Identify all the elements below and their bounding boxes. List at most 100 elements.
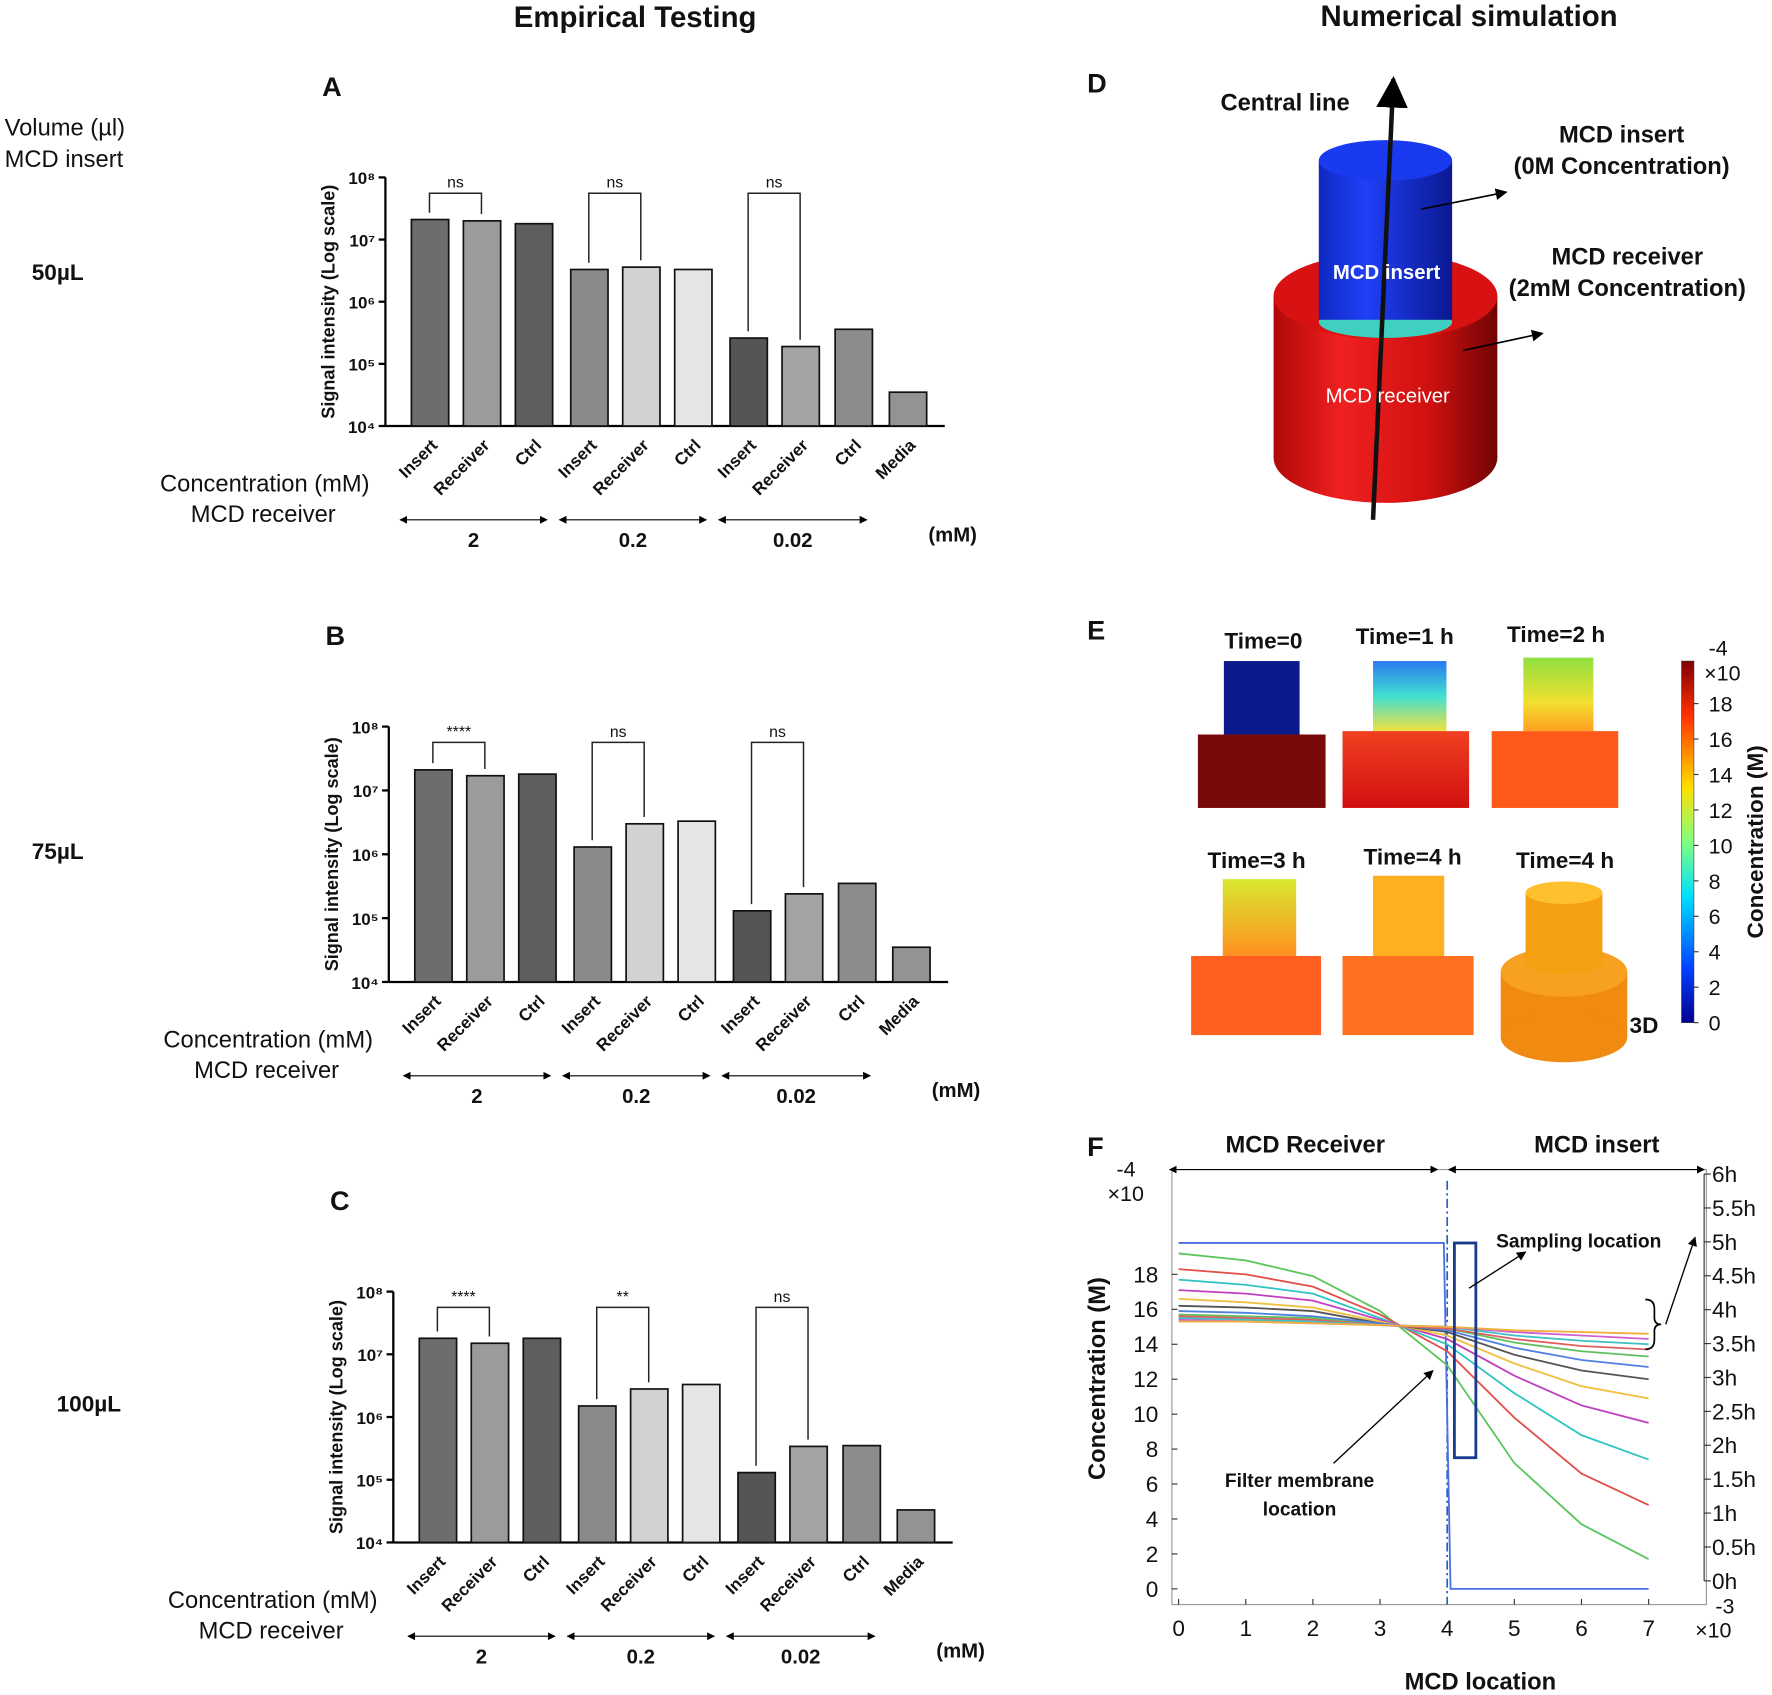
- sim-receiver: [1342, 955, 1474, 1036]
- significance-bracket: [588, 192, 642, 263]
- bar: [577, 1405, 617, 1544]
- bar: [625, 822, 665, 983]
- x-tick-label: 6: [1575, 1616, 1588, 1641]
- header: Empirical Testing: [514, 1, 757, 34]
- exponent: ×10: [1107, 1182, 1143, 1206]
- sim-3d: [1525, 951, 1603, 975]
- y-tick-label: 14: [1133, 1332, 1158, 1357]
- bar: [410, 218, 450, 427]
- y-tick-label: 10⁶: [349, 293, 376, 312]
- insert-top: [1318, 140, 1453, 181]
- series-label: 6h: [1712, 1162, 1737, 1187]
- y-tick-label: 10⁸: [356, 1283, 383, 1302]
- significance-bracket: [755, 1306, 809, 1466]
- y-tick-label: 18: [1133, 1262, 1158, 1287]
- series-line: [1178, 1268, 1650, 1506]
- group-unit: (mM): [936, 1641, 985, 1663]
- colorbar-tick-label: 8: [1709, 870, 1721, 894]
- significance-label: ns: [774, 1289, 791, 1306]
- group-label: 0.2: [622, 1086, 650, 1108]
- significance-bracket: [750, 741, 805, 905]
- sim-insert: [1223, 661, 1300, 735]
- significance-label: ns: [447, 175, 464, 192]
- significance-bracket: [591, 741, 645, 841]
- sim-receiver: [1342, 731, 1470, 808]
- bar: [673, 268, 713, 427]
- colorbar: [1681, 660, 1695, 1023]
- exponent: -4: [1709, 636, 1728, 660]
- x-tick-label: Ctrl: [671, 436, 705, 470]
- bar: [891, 946, 931, 983]
- row-label: 75µL: [32, 839, 84, 864]
- time-label: Time=1 h: [1356, 624, 1454, 649]
- series-label: 2h: [1712, 1433, 1737, 1458]
- x-tick-label: Insert: [555, 435, 601, 481]
- series-line: [1178, 1289, 1649, 1424]
- y-tick-label: 0: [1146, 1577, 1159, 1602]
- bar: [522, 1337, 562, 1544]
- exponent: -3: [1715, 1595, 1734, 1619]
- series-line: [1178, 1242, 1649, 1590]
- x-tick-label: Receiver: [752, 991, 816, 1055]
- time-label: Time=3 h: [1208, 848, 1306, 873]
- bar: [418, 1337, 458, 1544]
- label: 3D: [1630, 1013, 1659, 1038]
- significance-bracket: [432, 741, 486, 769]
- y-axis-label: Signal intensity (Log scale): [319, 185, 339, 419]
- bar: [842, 1444, 882, 1544]
- significance-label: ****: [451, 1289, 476, 1306]
- x-tick-label: Receiver: [749, 435, 813, 499]
- y-tick-label: 10⁷: [349, 231, 375, 250]
- series-label: 4h: [1712, 1298, 1737, 1323]
- time-label: Time=4 h: [1516, 848, 1614, 873]
- series-line: [1178, 1278, 1649, 1461]
- sampling-box: [1452, 1241, 1478, 1460]
- bar: [569, 268, 609, 427]
- annotation: Filter membrane: [1225, 1471, 1375, 1492]
- panel-letter: E: [1087, 615, 1105, 646]
- group-label: 2: [476, 1646, 487, 1668]
- x-tick-label: Insert: [722, 1552, 768, 1598]
- colorbar-tick-label: 2: [1709, 976, 1721, 1000]
- y-tick-label: 10⁶: [357, 1409, 384, 1428]
- label: (0M Concentration): [1514, 154, 1730, 180]
- bar: [784, 893, 824, 983]
- x-tick-label: Insert: [558, 991, 604, 1037]
- y-tick-label: 10⁴: [348, 418, 375, 437]
- x-tick-label: Insert: [399, 991, 445, 1037]
- y-tick-label: 10⁸: [348, 169, 375, 188]
- x-tick-label: Receiver: [597, 1552, 661, 1616]
- bar: [621, 266, 661, 427]
- label: MCD receiver: [1551, 244, 1703, 270]
- y-tick-label: 10⁷: [357, 1346, 383, 1365]
- group-label: 2: [471, 1086, 482, 1108]
- y-tick-label: 2: [1146, 1542, 1159, 1567]
- sim-insert: [1222, 879, 1297, 956]
- bar: [514, 222, 554, 427]
- bar: [781, 345, 821, 427]
- sim-insert: [1523, 657, 1594, 732]
- y-tick-label: 10⁶: [352, 846, 379, 865]
- label: Central line: [1220, 91, 1349, 117]
- bar: [470, 1342, 510, 1544]
- x-tick-label: 3: [1374, 1616, 1387, 1641]
- row-label: 50µL: [32, 260, 84, 285]
- annotation: location: [1263, 1499, 1337, 1520]
- label: (2mM Concentration): [1509, 276, 1746, 302]
- x-tick-label: 0: [1172, 1616, 1185, 1641]
- y-tick-label: 4: [1146, 1507, 1159, 1532]
- bar: [465, 774, 505, 983]
- group-label: 0.02: [776, 1086, 816, 1108]
- y-tick-label: 10⁸: [352, 718, 379, 737]
- sim-insert: [1373, 875, 1445, 956]
- region-label: MCD insert: [1534, 1133, 1659, 1159]
- x-tick-label: Ctrl: [834, 992, 868, 1026]
- sim-insert: [1373, 661, 1447, 732]
- colorbar-tick-label: 12: [1709, 799, 1733, 823]
- x-tick-label: Media: [875, 991, 923, 1039]
- x-tick-label: 5: [1508, 1616, 1521, 1641]
- x-axis-label: MCD receiver: [191, 502, 336, 528]
- y-tick-label: 10⁷: [353, 782, 379, 801]
- panel-letter: B: [326, 620, 346, 651]
- series-label: 3.5h: [1712, 1331, 1756, 1356]
